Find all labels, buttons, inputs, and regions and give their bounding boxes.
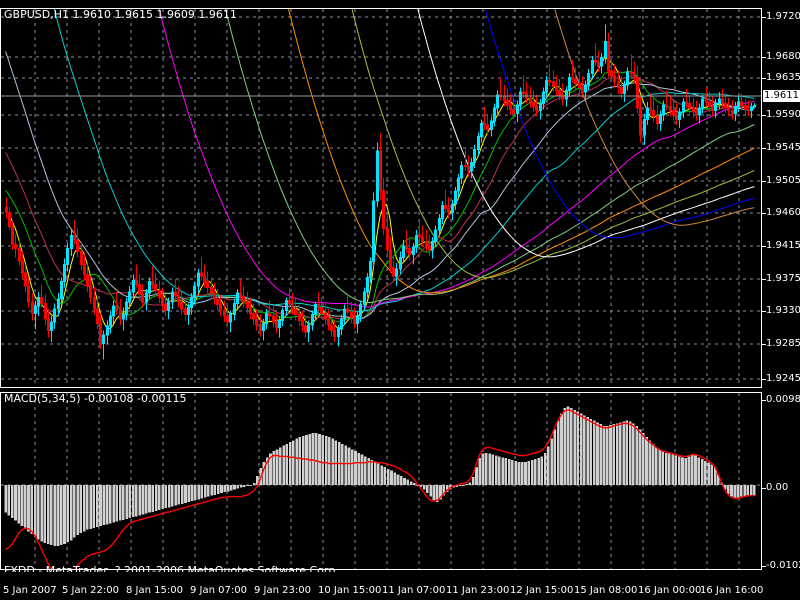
time-axis-label: 11 Jan 23:00 [446,585,510,596]
time-axis-label: 16 Jan 00:00 [638,585,702,596]
macd-axis-tick [762,400,766,401]
symbol-period-ohlc-label: GBPUSD,H1 1.9610 1.9615 1.9609 1.9611 [4,8,237,21]
price-chart-svg [1,9,761,387]
price-axis-tick [762,57,766,58]
time-axis-label: 11 Jan 07:00 [382,585,446,596]
macd-chart-svg [1,393,761,569]
price-axis-label: 1.9330 [766,305,800,316]
price-axis-tick [762,78,766,79]
price-axis-tick [762,379,766,380]
macd-plot-area[interactable] [1,393,761,569]
price-axis-label: 1.9635 [766,72,800,83]
price-scale-axis[interactable]: 1.9720 1.9680 1.9635 1.9590 1.9545 1.9505 1.94… [762,8,800,388]
time-axis-label: 5 Jan 22:00 [62,585,119,596]
macd-axis-label: 0.00985 [766,394,800,405]
price-axis-label: 1.9415 [766,240,800,251]
macd-indicator-label: MACD(5,34,5) -0.00108 -0.00115 [4,392,187,405]
price-axis-tick [762,181,766,182]
price-axis-label: 1.9545 [766,142,800,153]
price-axis-label: 1.9590 [766,109,800,120]
price-axis-tick [762,279,766,280]
price-axis-label: 1.9375 [766,273,800,284]
time-axis-label: 5 Jan 2007 [3,585,57,596]
time-axis-label: 16 Jan 16:00 [700,585,764,596]
price-axis-tick [762,213,766,214]
time-scale-axis[interactable]: 5 Jan 2007 5 Jan 22:00 8 Jan 15:00 9 Jan 07… [0,572,800,600]
macd-axis-label: -0.01029 [766,560,800,571]
price-plot-area[interactable] [1,9,761,387]
price-axis-label: 1.9460 [766,207,800,218]
macd-indicator-pane[interactable] [0,392,762,570]
macd-scale-axis[interactable]: 0.00985 0.00 -0.01029 [762,392,800,571]
price-axis-label: 1.9680 [766,51,800,62]
time-axis-label: 9 Jan 07:00 [190,585,247,596]
price-chart-pane[interactable] [0,8,762,388]
time-axis-label: 12 Jan 15:00 [510,585,574,596]
price-axis-label: 1.9505 [766,175,800,186]
price-axis-tick [762,311,766,312]
macd-axis-tick [762,566,766,567]
price-axis-tick [762,148,766,149]
time-axis-label: 8 Jan 15:00 [126,585,183,596]
price-axis-tick [762,246,766,247]
price-axis-tick [762,17,766,18]
price-axis-tick [762,344,766,345]
price-axis-label: 1.9285 [766,338,800,349]
time-axis-label: 9 Jan 23:00 [254,585,311,596]
time-axis-label: 10 Jan 15:00 [318,585,382,596]
time-axis-label: 15 Jan 08:00 [574,585,638,596]
price-axis-label: 1.9720 [766,11,800,22]
price-axis-label: 1.9245 [766,373,800,384]
price-axis-tick [762,115,766,116]
macd-axis-label: 0.00 [766,482,789,493]
current-price-tag: 1.9611 [763,90,800,102]
macd-axis-tick [762,488,766,489]
